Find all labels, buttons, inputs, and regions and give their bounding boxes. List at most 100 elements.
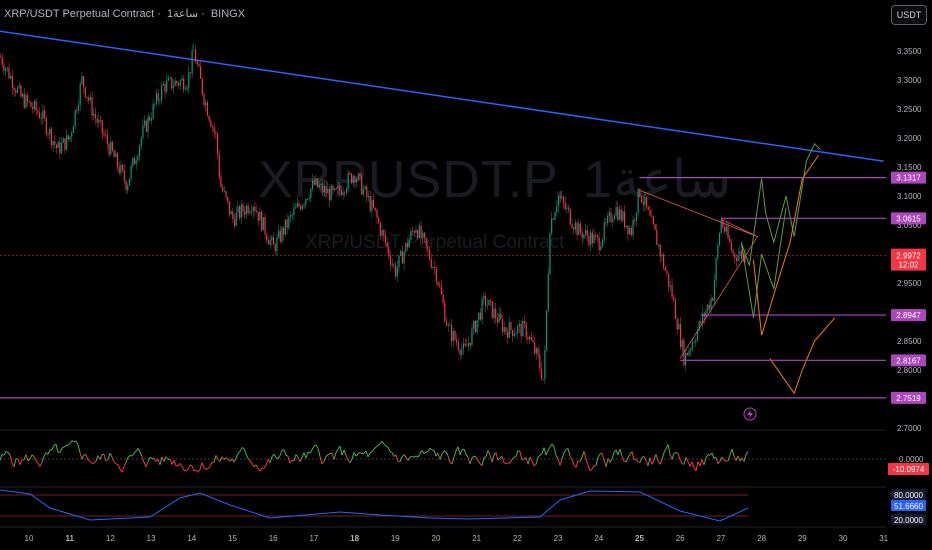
candle <box>435 268 437 282</box>
projection-path-orange[interactable] <box>752 155 819 336</box>
projection-path-green[interactable] <box>740 142 821 266</box>
oscillator-segment <box>711 452 715 459</box>
candle <box>657 244 660 246</box>
candle <box>698 321 700 331</box>
oscillator-segment <box>163 456 167 462</box>
projection-path-orange-alt[interactable] <box>769 317 836 395</box>
oscillator-segment <box>207 466 211 470</box>
candle <box>383 230 385 236</box>
candle <box>717 244 719 259</box>
lightning-icon[interactable] <box>743 407 757 421</box>
candle <box>142 125 144 138</box>
interval-label[interactable]: 1ساعة <box>166 8 199 20</box>
candle <box>349 173 351 174</box>
oscillator-segment <box>643 456 647 461</box>
oscillator-segment <box>169 458 173 465</box>
candle <box>389 256 392 265</box>
candle <box>330 185 332 201</box>
x-tick-label: 30 <box>839 534 848 543</box>
oscillator-segment <box>39 462 43 467</box>
candle <box>110 141 112 155</box>
level-price-label: 3.1317 <box>896 174 921 183</box>
oscillator-segment <box>403 454 407 458</box>
candle <box>274 244 276 252</box>
level-price-label: 2.8947 <box>896 311 921 320</box>
candle <box>523 321 526 324</box>
oscillator-segment <box>679 459 683 464</box>
oscillator-segment <box>459 449 463 455</box>
candle <box>676 319 678 330</box>
oscillator-segment <box>255 464 259 469</box>
candle <box>205 102 207 106</box>
candle <box>327 188 329 194</box>
oscillator-segment <box>589 468 593 472</box>
candle <box>481 299 483 320</box>
x-tick-label: 10 <box>25 534 34 543</box>
candle <box>49 128 51 135</box>
candle <box>198 64 200 67</box>
candle <box>664 267 666 271</box>
y-tick-label: 2.8500 <box>897 337 922 346</box>
candle <box>449 325 451 327</box>
candle <box>491 301 493 318</box>
oscillator-segment <box>373 446 377 450</box>
candle <box>724 227 726 232</box>
candle <box>105 134 107 136</box>
projection-path-green-alt[interactable] <box>740 207 787 318</box>
oscillator-segment <box>737 455 741 462</box>
candle <box>317 178 319 187</box>
candle <box>596 235 599 238</box>
currency-button[interactable]: USDT <box>891 5 927 25</box>
oscillator-segment <box>695 461 699 471</box>
oscillator-segment <box>257 468 261 472</box>
candle <box>320 183 322 186</box>
candle <box>64 138 66 150</box>
oscillator-segment <box>587 464 591 471</box>
candle <box>261 211 263 231</box>
candle <box>447 325 449 327</box>
candle <box>55 144 58 148</box>
candle <box>313 180 315 185</box>
candle <box>116 153 119 167</box>
oscillator-segment <box>399 456 403 463</box>
x-tick-label: 20 <box>432 534 441 543</box>
oscillator-segment <box>519 451 523 461</box>
oscillator-segment <box>719 456 723 462</box>
candle <box>411 231 414 232</box>
candle <box>71 133 73 137</box>
candle <box>396 267 398 277</box>
candle <box>225 191 227 197</box>
oscillator-segment <box>125 457 129 463</box>
oscillator-segment <box>557 458 561 466</box>
oscillator-segment <box>127 454 131 458</box>
candle <box>288 216 290 228</box>
candle <box>607 216 609 223</box>
oscillator-segment <box>335 449 339 453</box>
candle <box>434 267 436 269</box>
oscillator-segment <box>121 466 125 473</box>
oscillator-segment <box>13 458 17 467</box>
oscillator-segment <box>111 456 115 463</box>
candle <box>461 349 463 355</box>
oscillator-segment <box>601 453 605 461</box>
oscillator-segment <box>641 455 645 458</box>
oscillator-segment <box>369 451 373 454</box>
candle <box>332 185 334 191</box>
oscillator-segment <box>193 469 197 472</box>
candle <box>186 87 188 90</box>
oscillator-segment <box>233 458 237 463</box>
candle <box>522 321 524 337</box>
candle <box>0 56 2 58</box>
oscillator-segment <box>315 444 319 449</box>
descending-trendline[interactable] <box>0 30 884 162</box>
candle <box>111 141 114 151</box>
x-tick-label: 17 <box>309 534 318 543</box>
symbol-title[interactable]: XRP/USDT Perpetual Contract <box>4 8 155 20</box>
candle <box>77 104 80 111</box>
triangle-pattern[interactable] <box>639 189 759 359</box>
candle <box>115 153 117 158</box>
candle <box>284 219 287 235</box>
level-price-label-bg <box>891 309 926 322</box>
